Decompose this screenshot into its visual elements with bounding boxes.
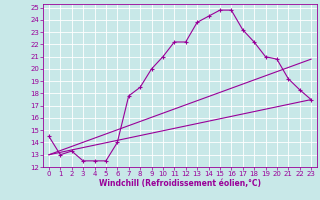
X-axis label: Windchill (Refroidissement éolien,°C): Windchill (Refroidissement éolien,°C)	[99, 179, 261, 188]
